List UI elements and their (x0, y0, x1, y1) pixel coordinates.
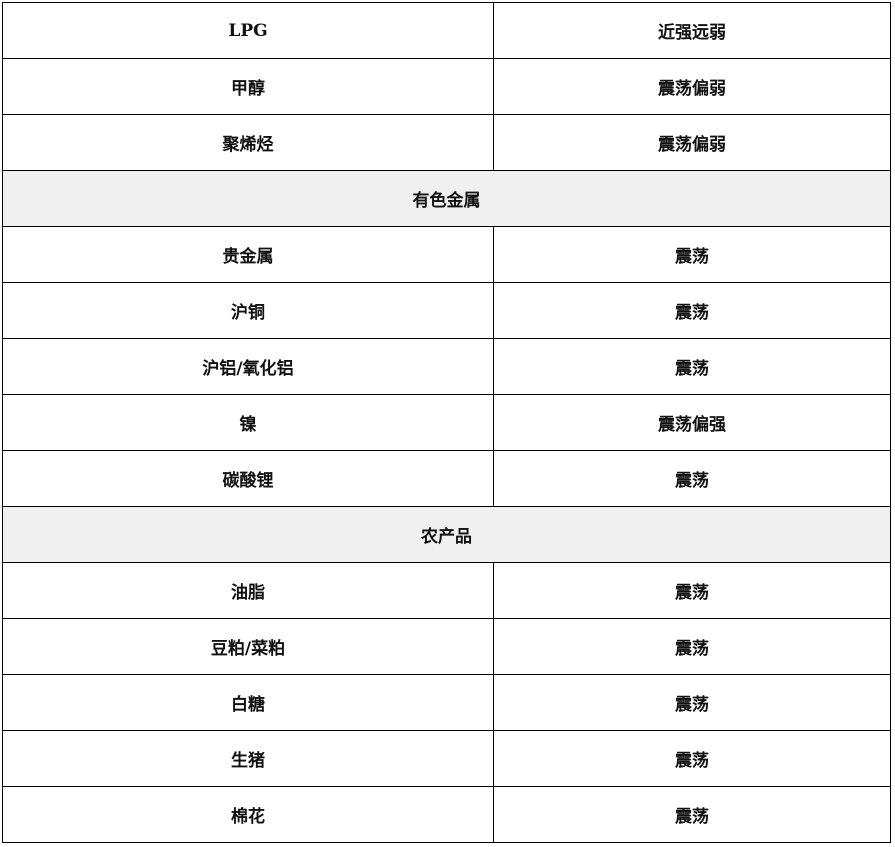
table-row: 油脂 震荡 (2, 562, 891, 619)
commodity-name: 甲醇 (2, 58, 494, 115)
trend-outlook: 震荡偏弱 (493, 114, 891, 171)
table-row: 豆粕/菜粕 震荡 (2, 618, 891, 675)
trend-outlook: 震荡 (493, 450, 891, 507)
commodity-name: 贵金属 (2, 226, 494, 283)
table-row: 贵金属 震荡 (2, 226, 891, 283)
table-row: LPG 近强远弱 (2, 2, 891, 59)
table-row: 沪铜 震荡 (2, 282, 891, 339)
commodity-name: 聚烯烃 (2, 114, 494, 171)
trend-outlook: 震荡偏弱 (493, 58, 891, 115)
commodity-name: 白糖 (2, 674, 494, 731)
commodity-name: 油脂 (2, 562, 494, 619)
commodity-name: 碳酸锂 (2, 450, 494, 507)
table-row: 镍震荡偏强 (2, 394, 891, 451)
commodity-name: 棉花 (2, 786, 494, 843)
table-row: 甲醇 震荡偏弱 (2, 58, 891, 115)
commodity-name: 沪铝/氧化铝 (2, 338, 494, 395)
trend-outlook: 震荡 (493, 618, 891, 675)
section-title: 有色金属 (2, 170, 891, 227)
table-row: 碳酸锂 震荡 (2, 450, 891, 507)
trend-outlook: 震荡 (493, 674, 891, 731)
section-header-row: 有色金属 (2, 170, 891, 227)
trend-outlook: 震荡 (493, 786, 891, 843)
trend-outlook: 震荡偏强 (493, 394, 891, 451)
commodity-name: 生猪 (2, 730, 494, 787)
trend-outlook: 震荡 (493, 226, 891, 283)
table-row: 白糖 震荡 (2, 674, 891, 731)
section-title: 农产品 (2, 506, 891, 563)
table-row: 棉花 震荡 (2, 786, 891, 843)
commodity-name: 豆粕/菜粕 (2, 618, 494, 675)
trend-outlook: 震荡 (493, 730, 891, 787)
table-row: 生猪 震荡 (2, 730, 891, 787)
trend-outlook: 震荡 (493, 282, 891, 339)
commodity-name: LPG (2, 2, 494, 59)
commodity-name: 镍 (2, 394, 494, 451)
table-row: 沪铝/氧化铝 震荡 (2, 338, 891, 395)
commodity-name: 沪铜 (2, 282, 494, 339)
trend-outlook: 震荡 (493, 562, 891, 619)
trend-outlook: 近强远弱 (493, 2, 891, 59)
table-row: 聚烯烃 震荡偏弱 (2, 114, 891, 171)
trend-outlook: 震荡 (493, 338, 891, 395)
section-header-row: 农产品 (2, 506, 891, 563)
